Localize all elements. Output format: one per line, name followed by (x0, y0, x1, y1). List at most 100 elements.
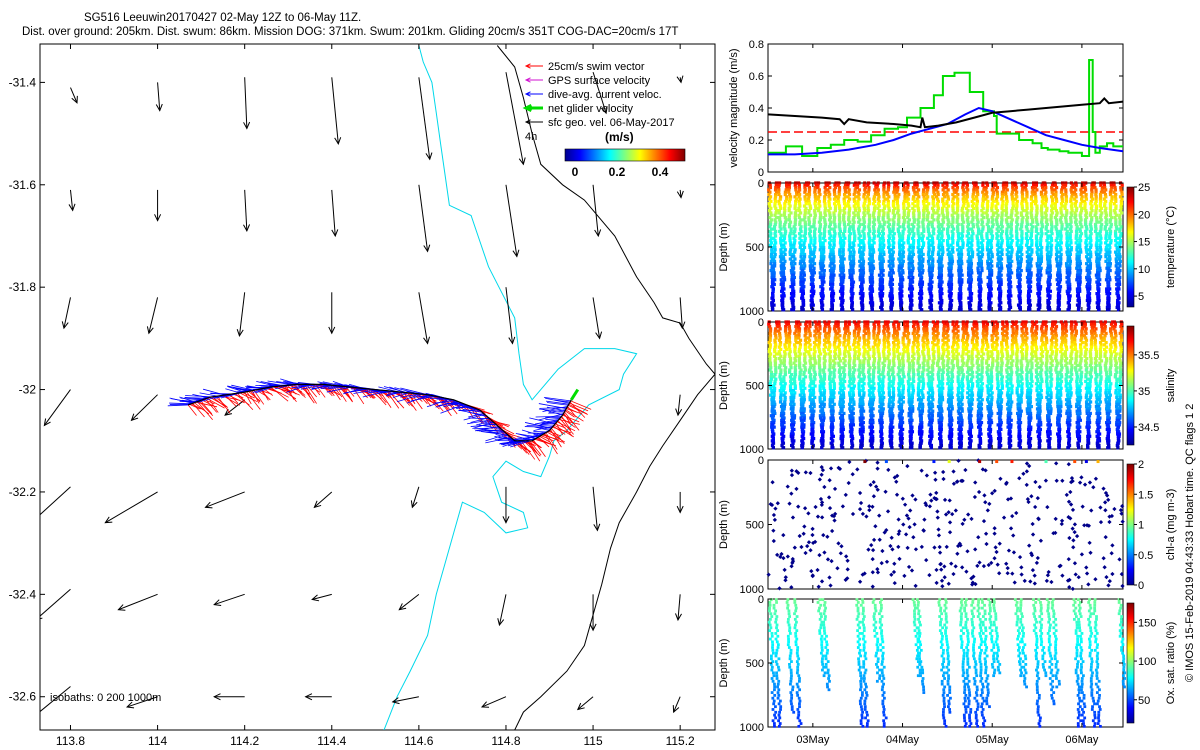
section-point (908, 250, 912, 254)
section-point (917, 250, 921, 254)
section-point (900, 308, 904, 312)
section-point (960, 252, 964, 257)
section-point (810, 298, 814, 303)
section-point (819, 243, 823, 247)
section-point (769, 220, 773, 224)
section-point (948, 259, 952, 263)
section-point (960, 280, 964, 284)
section-point (899, 305, 903, 310)
section-point (876, 188, 880, 192)
colorbar-label: temperature (°C) (1165, 206, 1177, 288)
section-point (1086, 308, 1090, 312)
section-point (957, 268, 961, 273)
section-point (967, 278, 971, 282)
section-point (966, 202, 970, 206)
section-point (971, 225, 976, 229)
section-point (822, 199, 827, 204)
section-point (876, 202, 881, 206)
section-point (919, 273, 923, 277)
section-point (784, 181, 789, 185)
section-point (770, 278, 775, 282)
section-point (969, 275, 973, 280)
section-point (916, 202, 920, 206)
section-point (861, 271, 866, 275)
section-point (911, 243, 915, 247)
section-point (773, 234, 778, 238)
section-point (813, 245, 817, 250)
section-point (970, 220, 974, 224)
section-point (860, 298, 864, 303)
section-point (879, 268, 883, 273)
section-point (791, 298, 795, 303)
section-point (783, 227, 787, 231)
section-point (804, 181, 809, 185)
swim-vector (492, 420, 510, 426)
section-point (900, 275, 904, 280)
section-point (967, 264, 971, 268)
section-point (792, 294, 796, 298)
arrow-head (328, 326, 336, 335)
section-point (927, 239, 931, 243)
swim-vector (528, 440, 538, 454)
section-point (890, 301, 895, 305)
section-point (882, 222, 886, 227)
section-point (908, 252, 912, 257)
section-point (882, 195, 886, 199)
section-point (956, 259, 961, 263)
section-point (876, 218, 880, 222)
section-point (823, 229, 827, 233)
section-point (902, 206, 906, 210)
section-point (880, 234, 885, 238)
section-point (798, 236, 802, 240)
section-point (930, 243, 934, 247)
section-point (927, 250, 931, 254)
section-point (907, 294, 912, 298)
section-point (955, 211, 959, 215)
section-point (794, 199, 798, 204)
section-point (818, 234, 822, 238)
y-tick-label: 0.4 (749, 103, 764, 115)
section-point (822, 257, 826, 261)
section-point (821, 259, 825, 263)
section-point (828, 232, 832, 236)
section-point (861, 266, 865, 270)
swim-vector (414, 393, 433, 403)
section-point (774, 220, 778, 224)
geo-vector-arrow (418, 184, 431, 253)
section-point (972, 206, 976, 210)
section-point (899, 296, 903, 300)
section-point (945, 202, 949, 206)
swim-vector (536, 437, 552, 445)
section-point (916, 218, 920, 222)
section-point (870, 275, 874, 280)
section-point (853, 206, 857, 210)
section-point (798, 197, 802, 201)
section-point (879, 305, 883, 310)
section-point (919, 278, 923, 282)
section-point (907, 234, 911, 238)
section-point (771, 291, 775, 296)
section-point (851, 291, 855, 296)
section-point (777, 209, 782, 213)
section-point (930, 268, 934, 273)
section-point (895, 197, 899, 201)
section-point (959, 266, 963, 270)
section-point (837, 181, 841, 185)
arrow-shaft (244, 77, 248, 129)
section-point (858, 268, 862, 273)
section-point (891, 218, 895, 222)
section-point (939, 266, 943, 270)
section-point (807, 215, 811, 220)
section-point (935, 181, 939, 185)
section-point (929, 282, 933, 286)
section-point (837, 213, 841, 217)
arrow-shaft (418, 77, 431, 160)
section-point (852, 232, 856, 236)
section-point (897, 220, 901, 224)
legend-label: 25cm/s swim vector (548, 61, 645, 73)
current-vector (533, 430, 549, 436)
section-point (891, 202, 896, 206)
section-point (856, 227, 861, 231)
section-point (862, 204, 866, 208)
section-point (832, 264, 836, 268)
